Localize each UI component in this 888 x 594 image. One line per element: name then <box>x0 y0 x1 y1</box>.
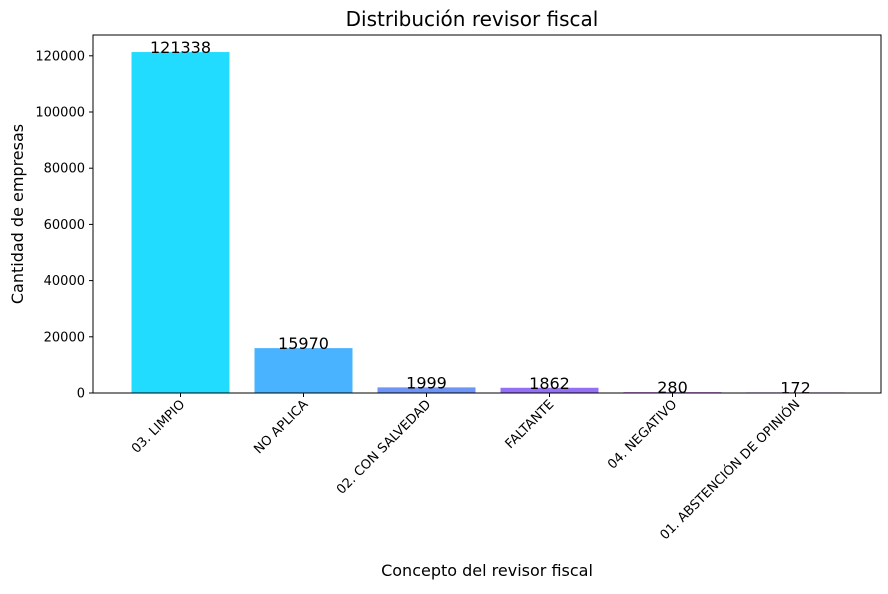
bar-3 <box>377 387 476 393</box>
x-tick-label-2: NO APLICA <box>251 397 311 457</box>
x-tick-label-3: 02. CON SALVEDAD <box>334 397 434 497</box>
x-tick-label-5: 04. NEGATIVO <box>605 397 680 472</box>
x-tick-label-1: 03. LIMPIO <box>129 397 188 456</box>
y-axis-label: Cantidad de empresas <box>8 124 27 304</box>
data-label-3: 1999 <box>406 373 447 392</box>
y-tick-label-7: 120000 <box>35 49 85 64</box>
y-tick-label-4: 60000 <box>44 218 85 233</box>
data-label-1: 121338 <box>150 38 211 57</box>
x-axis-label: Concepto del revisor fiscal <box>381 561 593 580</box>
y-tick-label-3: 40000 <box>44 274 85 289</box>
data-label-2: 15970 <box>278 334 329 353</box>
plot-frame <box>92 34 882 394</box>
bar-1 <box>131 52 230 394</box>
y-tick-label-2: 20000 <box>44 330 85 345</box>
bar-2 <box>254 348 353 393</box>
y-tick-label-6: 100000 <box>35 106 85 121</box>
chart-title: Distribución revisor fiscal <box>346 7 599 31</box>
data-label-4: 1862 <box>529 374 570 393</box>
y-tick-label-1: 0 <box>77 387 85 402</box>
y-tick-label-5: 80000 <box>44 162 85 177</box>
x-tick-label-6: 01. ABSTENCIÓN DE OPINIÓN <box>657 397 804 544</box>
x-tick-label-4: FALTANTE <box>503 397 558 452</box>
data-label-5: 280 <box>657 378 688 397</box>
bar-4 <box>500 387 599 393</box>
